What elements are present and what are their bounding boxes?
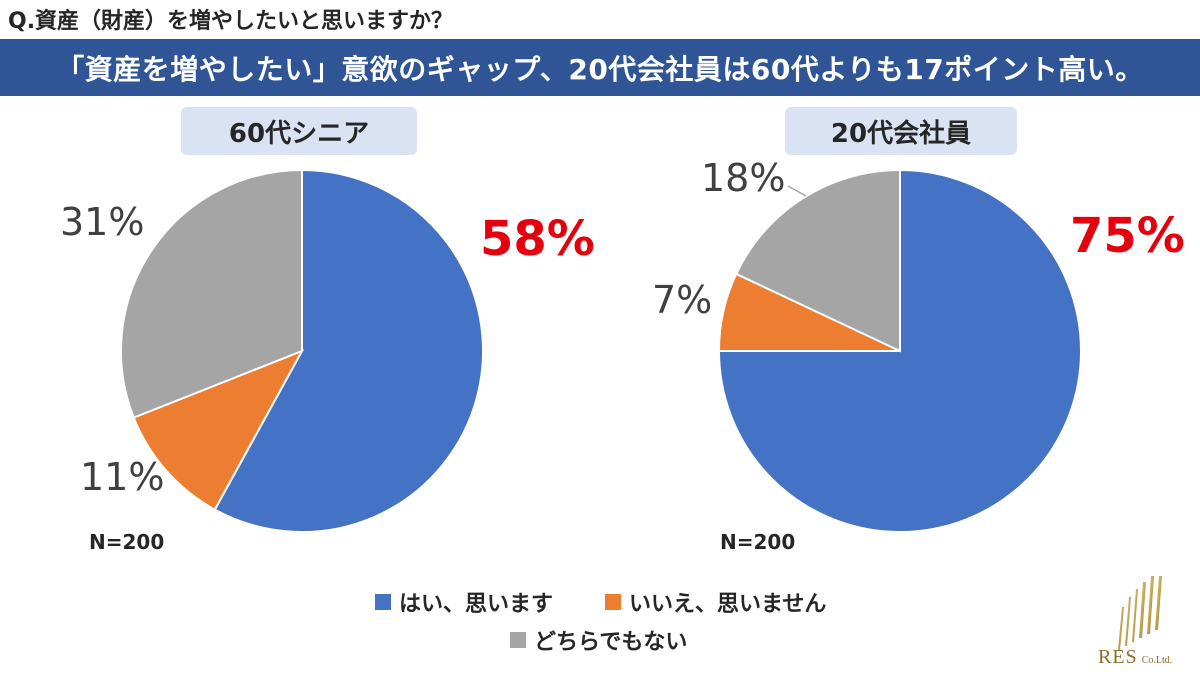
- logo-text: RES Co.Ltd.: [1098, 646, 1172, 669]
- legend-label-neither: どちらでもない: [534, 630, 688, 655]
- chart-title-20s: 20代会社員: [785, 107, 1017, 155]
- pie-slice-20s-neither: [734, 168, 901, 353]
- label-20s-yes: 75%: [1070, 208, 1185, 264]
- legend-item-yes: はい、思います: [375, 586, 553, 618]
- pie-slice-60s-neither: [120, 168, 303, 419]
- label-60s-no: 11%: [80, 455, 165, 499]
- label-60s-yes: 58%: [480, 211, 595, 267]
- logo-suffix: Co.Ltd.: [1141, 655, 1173, 666]
- sample-size-20s: N=200: [720, 530, 796, 554]
- legend-swatch-no: [605, 594, 621, 610]
- legend-label-yes: はい、思います: [399, 592, 554, 617]
- legend-swatch-yes: [375, 594, 391, 610]
- res-logo-icon: [1118, 576, 1162, 650]
- legend-item-no: いいえ、思いません: [605, 586, 826, 618]
- legend-item-neither: どちらでもない: [510, 624, 687, 656]
- chart-title-60s: 60代シニア: [181, 107, 417, 155]
- leader-line-20s-neither: [787, 185, 807, 197]
- label-60s-neither: 31%: [60, 200, 145, 244]
- logo-name: RES: [1098, 646, 1138, 668]
- sample-size-60s: N=200: [89, 530, 165, 554]
- legend-label-no: いいえ、思いません: [629, 592, 827, 617]
- label-20s-no: 7%: [652, 278, 713, 322]
- headline-text: 「資産を増やしたい」意欲のギャップ、20代会社員は60代よりも17ポイント高い。: [56, 52, 1144, 86]
- headline-banner: 「資産を増やしたい」意欲のギャップ、20代会社員は60代よりも17ポイント高い。: [0, 39, 1200, 96]
- legend-swatch-neither: [510, 632, 526, 648]
- question-text: Q.資産（財産）を増やしたいと思いますか？: [8, 9, 454, 34]
- label-20s-neither: 18%: [701, 156, 786, 200]
- pie-slice-60s-yes: [213, 168, 484, 533]
- pie-slice-20s-yes: [717, 168, 1082, 533]
- pie-slice-60s-no: [132, 349, 305, 511]
